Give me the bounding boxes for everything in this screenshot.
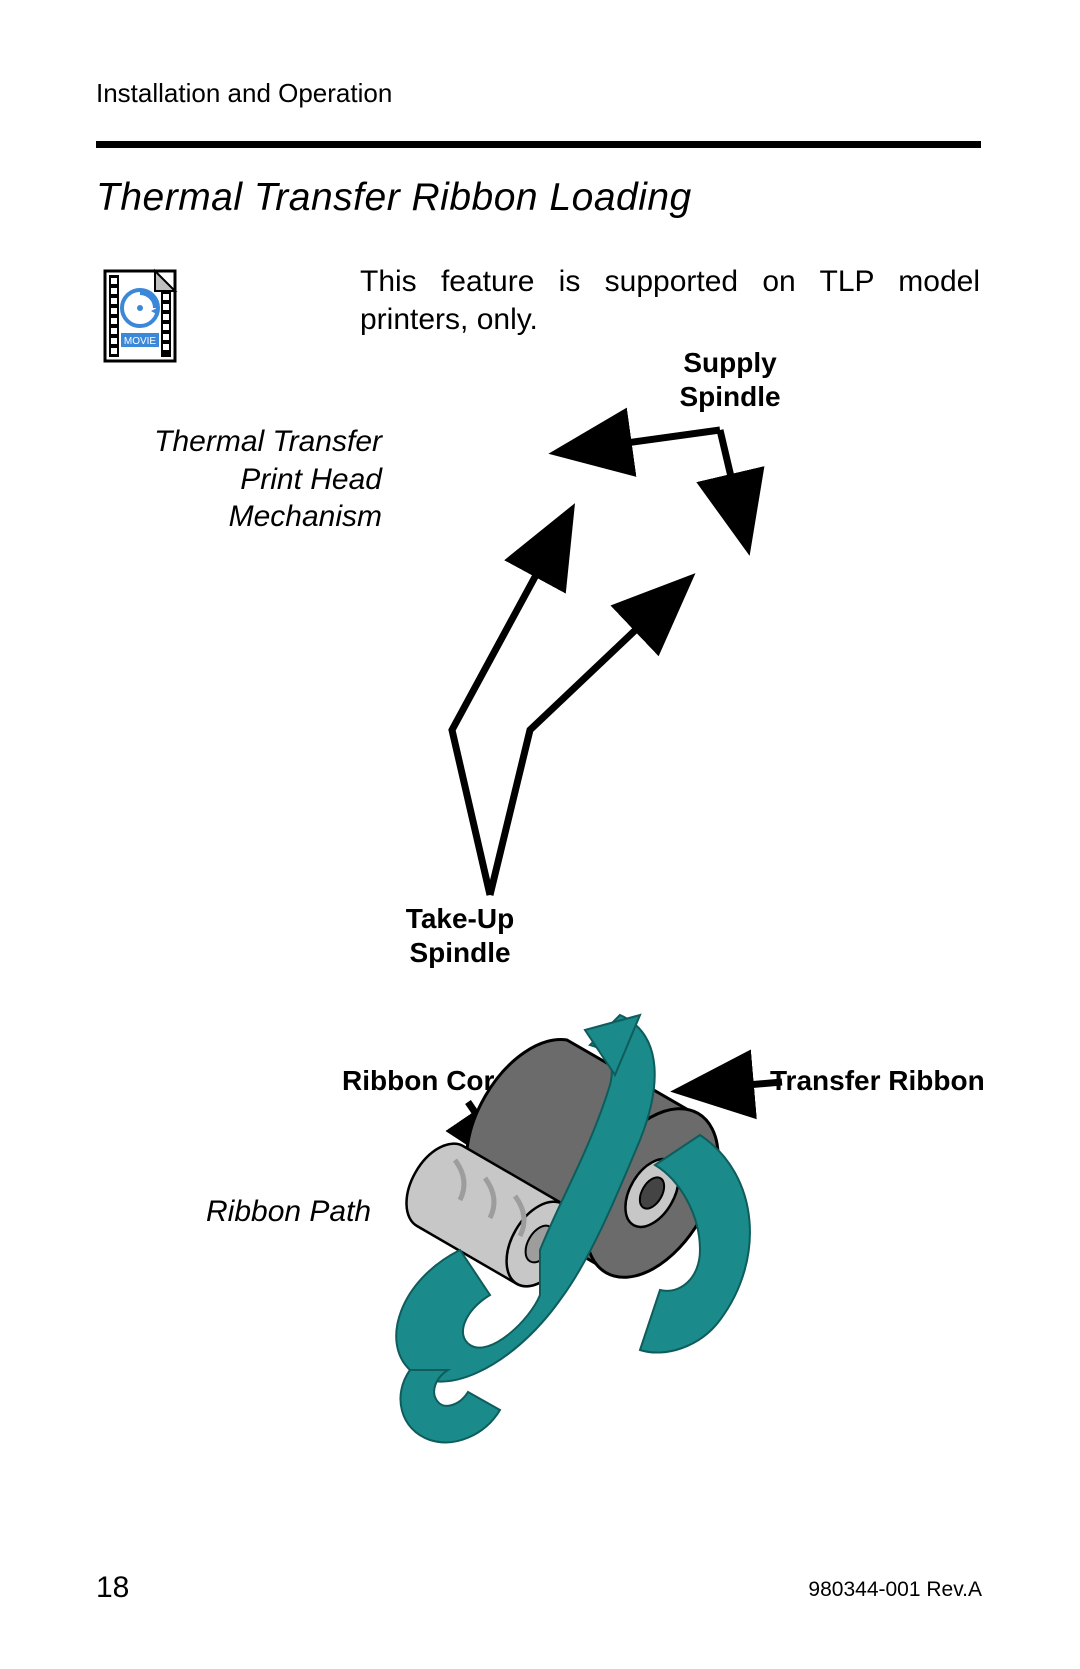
label-supply-spindle: Supply Spindle: [650, 346, 810, 413]
movie-icon: MOVIE: [95, 263, 195, 368]
header-rule: [96, 141, 981, 148]
label-transfer-ribbon: Transfer Ribbon: [770, 1065, 985, 1097]
intro-paragraph: This feature is supported on TLP model p…: [360, 263, 980, 338]
doc-rev: 980344-001 Rev.A: [808, 1578, 982, 1602]
label-ribbon-path: Ribbon Path: [206, 1195, 371, 1229]
page-header: Installation and Operation: [96, 78, 392, 109]
label-ribbon-core: Ribbon Core: [342, 1065, 510, 1097]
page-number: 18: [96, 1571, 129, 1605]
section-title: Thermal Transfer Ribbon Loading: [96, 176, 692, 220]
label-print-head-mechanism: Thermal Transfer Print Head Mechanism: [92, 423, 382, 536]
label-takeup-spindle: Take-Up Spindle: [385, 902, 535, 969]
diagram-svg: [0, 0, 1080, 1669]
ribbon-core-roll: [407, 1144, 588, 1298]
movie-icon-label: MOVIE: [124, 336, 157, 347]
